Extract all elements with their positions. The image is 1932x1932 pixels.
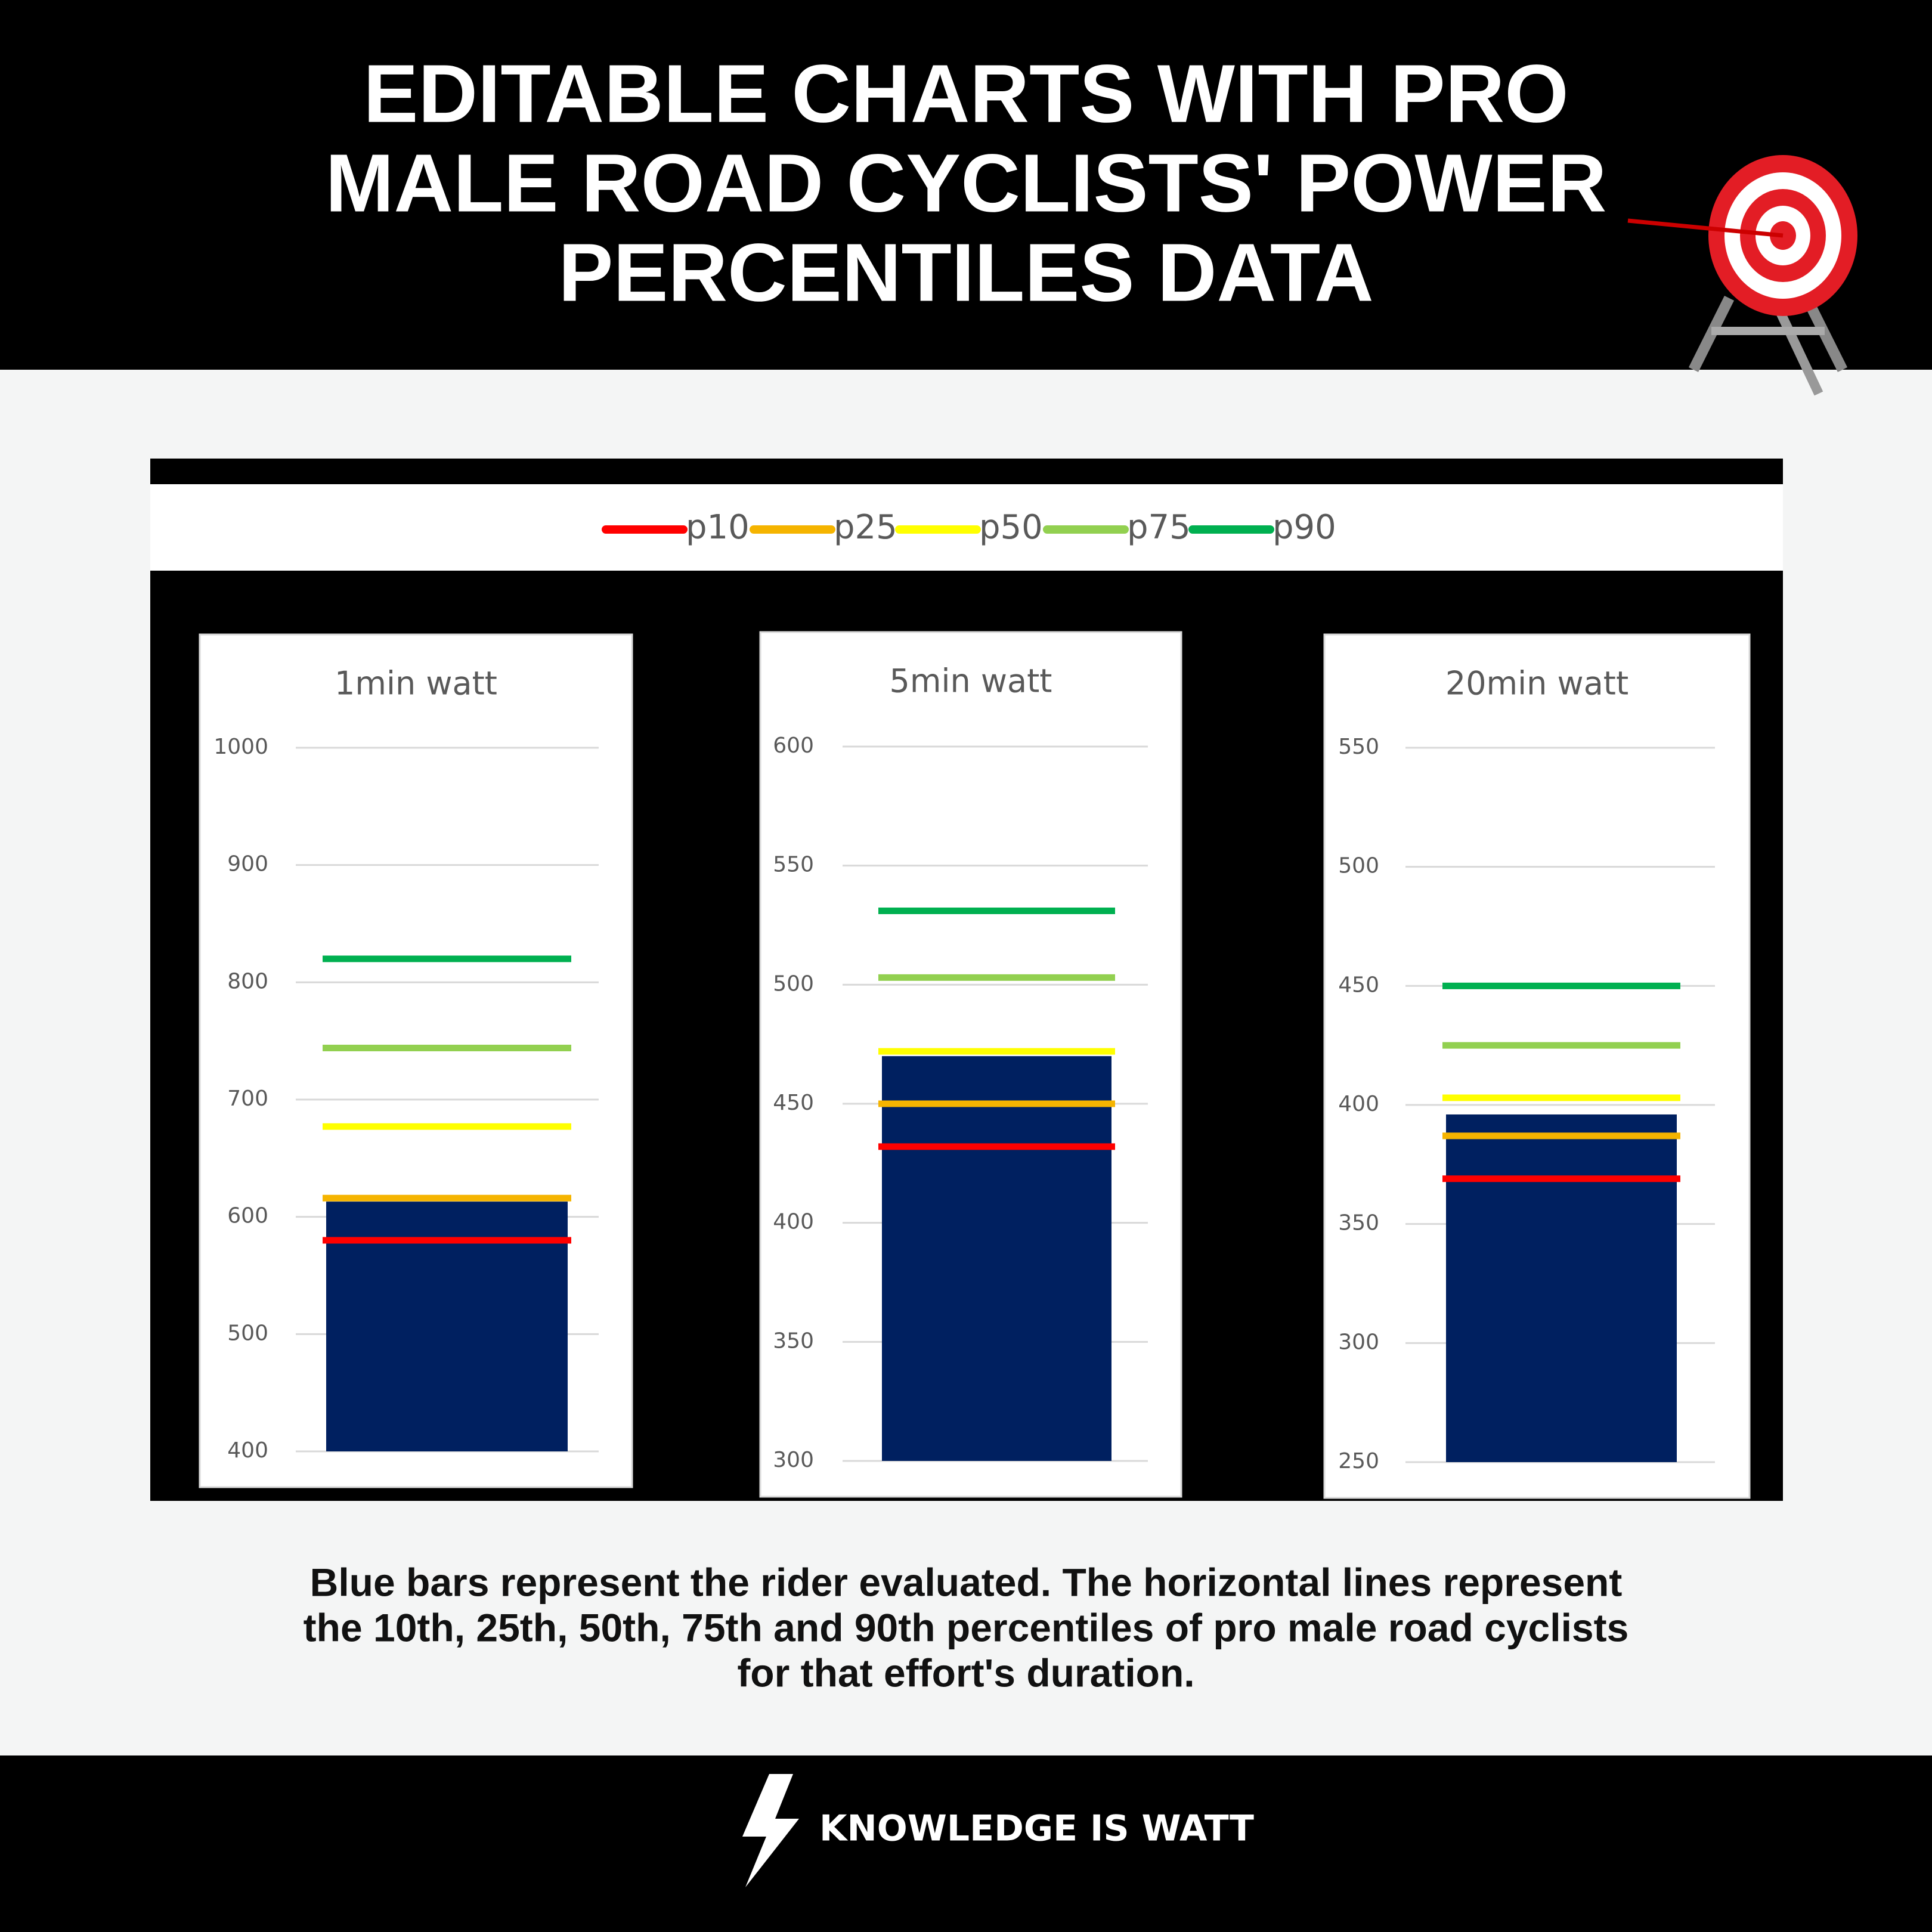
chart-title: 1min watt	[335, 665, 497, 702]
y-tick-label: 500	[227, 1321, 268, 1345]
header-band	[0, 0, 1932, 370]
legend: p10 p25 p50 p75 p90	[602, 508, 1336, 547]
y-tick-label: 450	[1338, 973, 1379, 997]
chart: 1min watt 400 500 600 700 800 900 1000	[199, 633, 633, 1488]
chart: 5min watt 300 350 400 450 500 550 600	[759, 631, 1182, 1498]
y-tick-label: 400	[227, 1438, 268, 1463]
y-tick-label: 800	[227, 969, 268, 993]
charts: 1min watt 400 500 600 700 800 900 1000 5min watt…	[199, 631, 1751, 1499]
y-tick-label: 900	[227, 852, 268, 877]
header-title: EDITABLE CHARTS WITH PRO	[363, 48, 1568, 140]
y-tick-label: 250	[1338, 1449, 1379, 1473]
bar	[1446, 1114, 1677, 1462]
y-tick-label: 450	[773, 1091, 814, 1115]
caption: for that effort's duration.	[737, 1651, 1194, 1695]
chart: 20min watt 250 300 350 400 450 500 550	[1323, 633, 1751, 1499]
y-tick-label: 400	[1338, 1092, 1379, 1116]
chart-title: 20min watt	[1445, 665, 1628, 702]
legend-label: p75	[1127, 508, 1191, 547]
chart-title: 5min watt	[890, 662, 1052, 700]
footer-brand: KNOWLEDGE IS WATT	[819, 1808, 1254, 1850]
y-tick-label: 400	[773, 1210, 814, 1234]
legend-label: p10	[686, 508, 750, 547]
y-tick-label: 550	[773, 853, 814, 877]
header-title: MALE ROAD CYCLISTS' POWER	[326, 137, 1607, 229]
bar	[882, 1056, 1111, 1461]
bolt-icon	[742, 1774, 799, 1887]
legend-label: p90	[1272, 508, 1336, 547]
y-tick-label: 300	[773, 1448, 814, 1472]
y-tick-label: 700	[227, 1086, 268, 1111]
legend-label: p25	[834, 508, 897, 547]
y-tick-label: 600	[773, 733, 814, 758]
y-tick-label: 500	[1338, 854, 1379, 878]
legend-label: p50	[979, 508, 1043, 547]
header-title: PERCENTILES DATA	[558, 227, 1373, 318]
caption: the 10th, 25th, 50th, 75th and 90th perc…	[304, 1605, 1629, 1649]
y-tick-label: 600	[227, 1204, 268, 1228]
y-tick-label: 350	[773, 1329, 814, 1353]
y-tick-label: 1000	[213, 735, 268, 759]
footer-band	[0, 1755, 1932, 1932]
caption: Blue bars represent the rider evaluated.…	[310, 1560, 1623, 1604]
y-tick-label: 300	[1338, 1330, 1379, 1354]
y-tick-label: 350	[1338, 1211, 1379, 1236]
y-tick-label: 550	[1338, 735, 1379, 759]
y-tick-label: 500	[773, 971, 814, 996]
target-icon	[1627, 155, 1857, 396]
